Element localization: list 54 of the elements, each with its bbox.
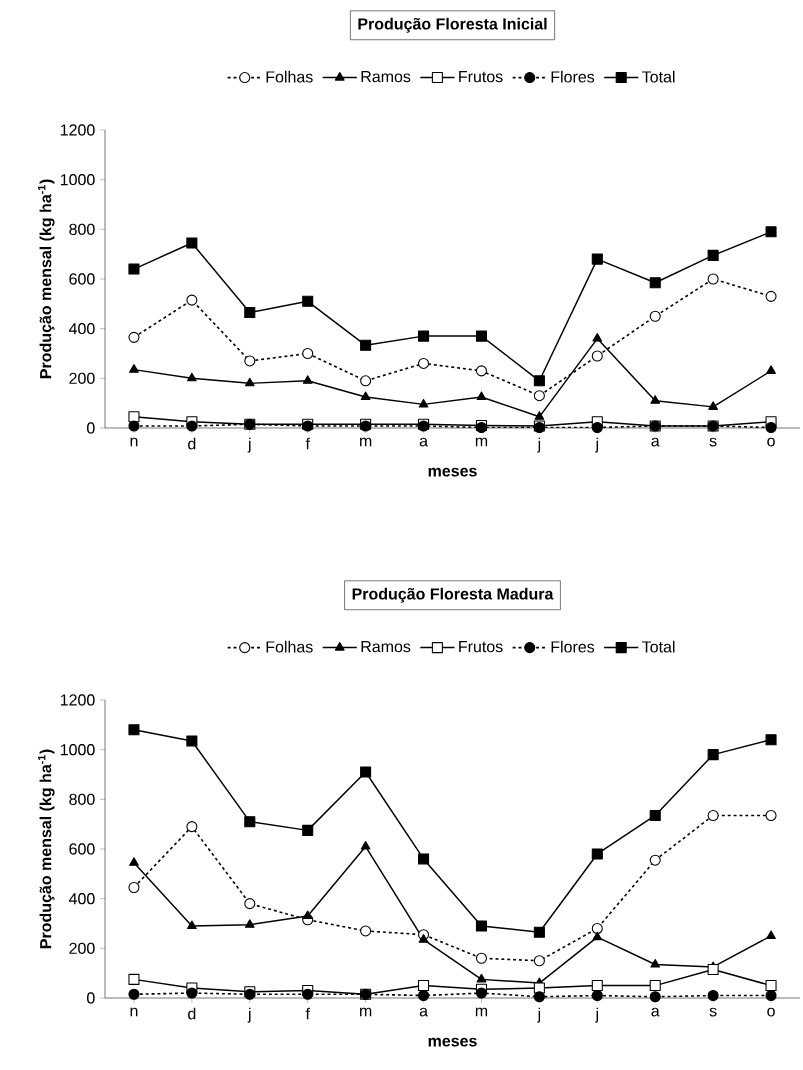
y-tick-label: 1000 <box>60 744 95 756</box>
x-tick-label: m <box>360 1007 372 1017</box>
x-tick-label: j <box>247 1007 251 1023</box>
y-axis-title: Produção mensal (kg ha$^{-1}$) <box>38 179 55 379</box>
x-tick-label: a <box>651 1007 660 1017</box>
x-tick-label: n <box>130 437 138 447</box>
x-tick-label: n <box>130 1007 138 1017</box>
x-tick-label: m <box>475 1007 488 1017</box>
y-tick-label: 800 <box>69 793 95 805</box>
y-tick-label: 200 <box>69 942 95 954</box>
x-tick-label: a <box>419 437 428 447</box>
y-tick-label: 800 <box>69 223 95 235</box>
x-tick-label: j <box>537 1007 541 1023</box>
y-tick-label: 200 <box>69 372 95 384</box>
x-axis-title: meses <box>428 467 477 477</box>
y-tick-label: 0 <box>87 422 95 434</box>
legend-label: Ramos <box>361 71 411 83</box>
y-tick-label: 1200 <box>60 694 95 706</box>
x-tick-label: d <box>188 437 196 450</box>
legend-label: Frutos <box>459 641 503 653</box>
legend-label: Folhas <box>266 70 313 83</box>
y-tick-label: 1200 <box>60 124 95 136</box>
x-tick-label: m <box>360 437 372 447</box>
legend-label: Ramos <box>361 641 411 653</box>
x-tick-label: j <box>595 437 598 453</box>
x-tick-label: o <box>767 1007 775 1017</box>
x-tick-label: f <box>305 437 310 450</box>
legend-label: Total <box>642 70 675 83</box>
x-tick-label: o <box>767 437 775 447</box>
y-tick-label: 1000 <box>60 174 95 186</box>
chart-title: Produção Floresta Madura <box>352 587 554 603</box>
chart-title: Produção Floresta Inicial <box>358 17 547 33</box>
legend-label: Flores <box>551 70 595 83</box>
x-tick-label: j <box>247 437 251 453</box>
x-tick-label: s <box>709 437 717 447</box>
x-axis-title: meses <box>428 1037 477 1047</box>
x-tick-label: m <box>475 437 488 447</box>
x-tick-label: j <box>537 437 541 453</box>
legend-label: Folhas <box>266 640 313 653</box>
y-tick-label: 600 <box>69 843 95 855</box>
x-tick-label: a <box>651 437 660 447</box>
y-tick-label: 0 <box>87 992 95 1004</box>
y-tick-label: 400 <box>68 323 95 335</box>
x-tick-label: d <box>188 1007 196 1020</box>
y-tick-label: 600 <box>69 273 95 285</box>
x-tick-label: j <box>595 1007 598 1023</box>
x-tick-label: f <box>305 1007 310 1020</box>
y-axis-title: Produção mensal (kg ha$^{-1}$) <box>38 749 55 949</box>
y-tick-label: 400 <box>68 893 95 905</box>
x-tick-label: a <box>419 1007 428 1017</box>
legend-label: Total <box>642 640 675 653</box>
legend-label: Frutos <box>459 71 503 83</box>
legend-label: Flores <box>551 640 595 653</box>
x-tick-label: s <box>709 1007 717 1017</box>
